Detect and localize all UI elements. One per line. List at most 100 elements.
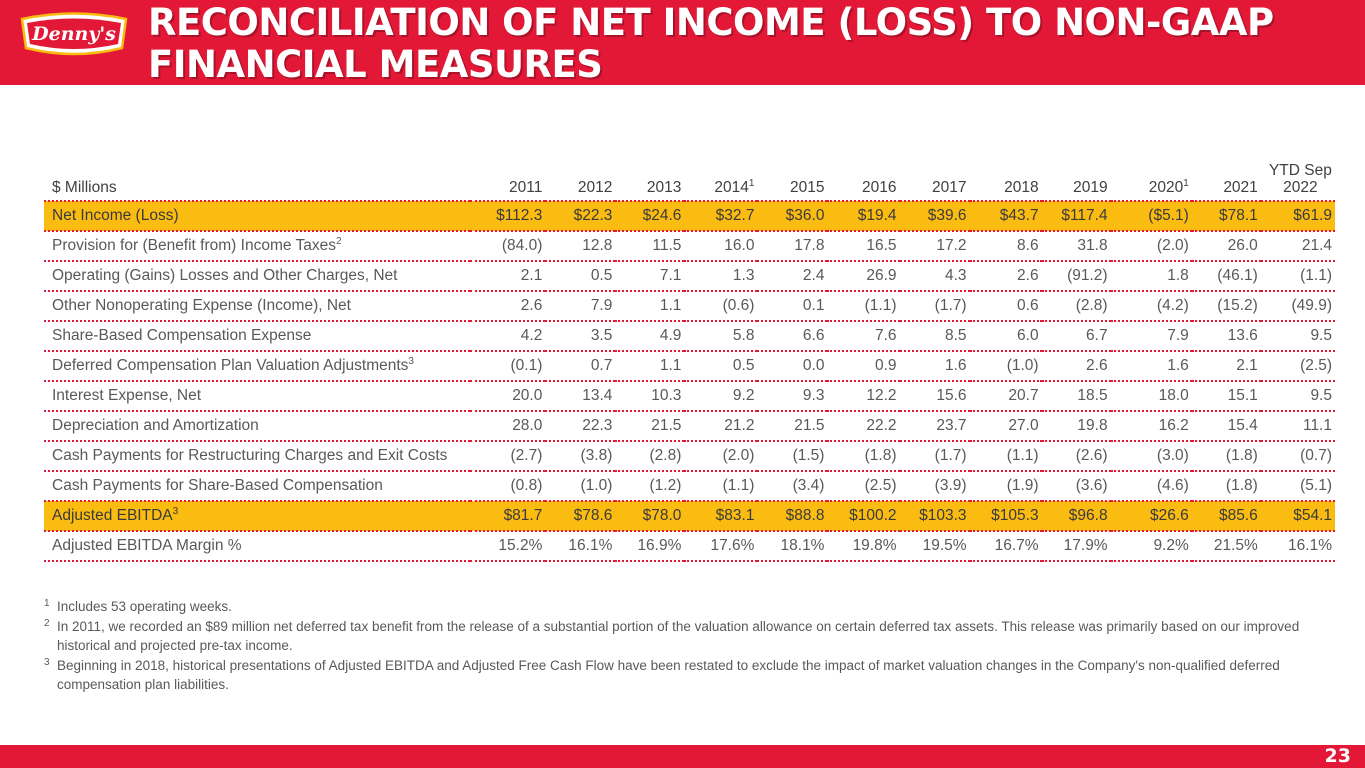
- row-label: Interest Expense, Net: [52, 387, 202, 404]
- table-cell: $32.7: [684, 201, 758, 232]
- column-header: 2016: [827, 142, 900, 202]
- column-header: 2021: [1191, 142, 1261, 202]
- table-row: Cash Payments for Restructuring Charges …: [44, 441, 1335, 472]
- row-label: Provision for (Benefit from) Income Taxe…: [52, 237, 336, 254]
- table-cell: 6.7: [1041, 321, 1111, 352]
- table-row: Adjusted EBITDA3 $81.7 $78.6 $78.0 $83.1 $88.…: [44, 501, 1335, 532]
- table-cell: 8.5: [899, 321, 970, 352]
- table-cell: 18.1%: [757, 531, 828, 562]
- table-cell: (1.9): [969, 471, 1042, 502]
- column-header: 2017: [899, 142, 970, 202]
- table-cell: $43.7: [969, 201, 1042, 232]
- column-header: 20141: [684, 142, 758, 202]
- column-header: 2013: [615, 142, 685, 202]
- footnote-ref: 2: [336, 236, 342, 247]
- table-cell: 9.2: [684, 381, 758, 412]
- header-bar: Denny's RECONCILIATION OF NET INCOME (LO…: [0, 0, 1365, 86]
- table-cell: $81.7: [470, 501, 546, 532]
- table-cell: 6.6: [757, 321, 828, 352]
- table-row: Net Income (Loss) $112.3 $22.3 $24.6 $32.7 $3…: [44, 201, 1335, 232]
- table-cell: $61.9: [1260, 201, 1335, 232]
- table-row: Other Nonoperating Expense (Income), Net…: [44, 291, 1335, 322]
- table-cell: 0.9: [827, 351, 900, 382]
- table-cell: 15.6: [899, 381, 970, 412]
- table-cell: (3.9): [899, 471, 970, 502]
- table-cell: 12.8: [545, 231, 616, 262]
- table-cell: 0.0: [757, 351, 828, 382]
- table-cell: 18.0: [1110, 381, 1192, 412]
- row-label-cell: Interest Expense, Net: [44, 381, 471, 412]
- row-label-cell: Cash Payments for Restructuring Charges …: [44, 441, 471, 472]
- table-cell: 16.5: [827, 231, 900, 262]
- column-label: 2018: [1004, 179, 1039, 196]
- footnote-ref: 3: [408, 356, 414, 367]
- row-label: Operating (Gains) Losses and Other Charg…: [52, 267, 398, 284]
- table-cell: 1.8: [1110, 261, 1192, 292]
- table-cell: 2.6: [1041, 351, 1111, 382]
- table-cell: 11.1: [1260, 411, 1335, 442]
- table-cell: 16.7%: [969, 531, 1042, 562]
- table-cell: ($5.1): [1110, 201, 1192, 232]
- table-cell: $105.3: [969, 501, 1042, 532]
- table-cell: 21.2: [684, 411, 758, 442]
- footnote-item: 1 Includes 53 operating weeks.: [44, 597, 1309, 617]
- table-row: Deferred Compensation Plan Valuation Adj…: [44, 351, 1335, 382]
- table-cell: $117.4: [1041, 201, 1111, 232]
- row-label: Depreciation and Amortization: [52, 417, 259, 434]
- footnote-text: In 2011, we recorded an $89 million net …: [57, 618, 1300, 654]
- table-cell: 4.3: [899, 261, 970, 292]
- row-label: Adjusted EBITDA: [52, 507, 173, 524]
- table-cell: 2.1: [470, 261, 546, 292]
- table-cell: (2.7): [470, 441, 546, 472]
- table-cell: 2.6: [969, 261, 1042, 292]
- table-cell: $78.6: [545, 501, 616, 532]
- table-cell: 23.7: [899, 411, 970, 442]
- table-cell: 21.5%: [1191, 531, 1261, 562]
- row-label: Deferred Compensation Plan Valuation Adj…: [52, 357, 409, 374]
- table-cell: $100.2: [827, 501, 900, 532]
- footnote-ref: 1: [748, 178, 755, 189]
- table-cell: (0.1): [470, 351, 546, 382]
- table-row: Cash Payments for Share-Based Compensati…: [44, 471, 1335, 502]
- table-cell: (2.0): [1110, 231, 1192, 262]
- column-label: 2016: [862, 179, 897, 196]
- row-label-cell: Adjusted EBITDA3: [44, 501, 471, 532]
- column-label: 2014: [714, 179, 749, 196]
- table-body: Net Income (Loss) $112.3 $22.3 $24.6 $32.7 $3…: [44, 201, 1335, 562]
- footnote-mark: 2: [44, 617, 50, 629]
- table-cell: (2.6): [1041, 441, 1111, 472]
- table-cell: 4.2: [470, 321, 546, 352]
- table-cell: $19.4: [827, 201, 900, 232]
- table-cell: 7.6: [827, 321, 900, 352]
- table-cell: (1.0): [969, 351, 1042, 382]
- column-header: 2019: [1041, 142, 1111, 202]
- reconciliation-table: $ Millions 2011 2012 2013 20141 2015 2016 2017…: [44, 142, 1335, 562]
- table-cell: 0.6: [969, 291, 1042, 322]
- table-cell: (1.7): [899, 291, 970, 322]
- table-cell: 16.1%: [1260, 531, 1335, 562]
- footnote-ref: 3: [172, 506, 179, 517]
- row-label-cell: Provision for (Benefit from) Income Taxe…: [44, 231, 471, 262]
- footnote-item: 3 Beginning in 2018, historical presentat…: [44, 656, 1309, 695]
- column-label: 2015: [789, 179, 825, 196]
- row-label: Other Nonoperating Expense (Income), Net: [52, 297, 351, 314]
- table-cell: (1.1): [827, 291, 900, 322]
- table-cell: 22.3: [545, 411, 616, 442]
- row-label: Net Income (Loss): [52, 207, 179, 224]
- table-cell: 2.6: [470, 291, 546, 322]
- table-cell: (1.1): [684, 471, 758, 502]
- column-label: 2020: [1148, 179, 1184, 196]
- table-cell: (2.8): [1041, 291, 1111, 322]
- column-label: YTD Sep 2022: [1268, 162, 1332, 196]
- table-cell: $88.8: [757, 501, 828, 532]
- table-cell: 13.4: [545, 381, 616, 412]
- footnote-mark: 1: [44, 598, 50, 609]
- table-cell: (1.8): [827, 441, 900, 472]
- table-cell: 1.6: [899, 351, 970, 382]
- table-cell: 9.2%: [1110, 531, 1192, 562]
- table-row: Share-Based Compensation Expense 4.2 3.5 4.…: [44, 321, 1335, 352]
- column-label: 2011: [509, 179, 543, 196]
- column-header: 2018: [969, 142, 1042, 202]
- table-cell: 15.2%: [470, 531, 546, 562]
- table-cell: 6.0: [969, 321, 1042, 352]
